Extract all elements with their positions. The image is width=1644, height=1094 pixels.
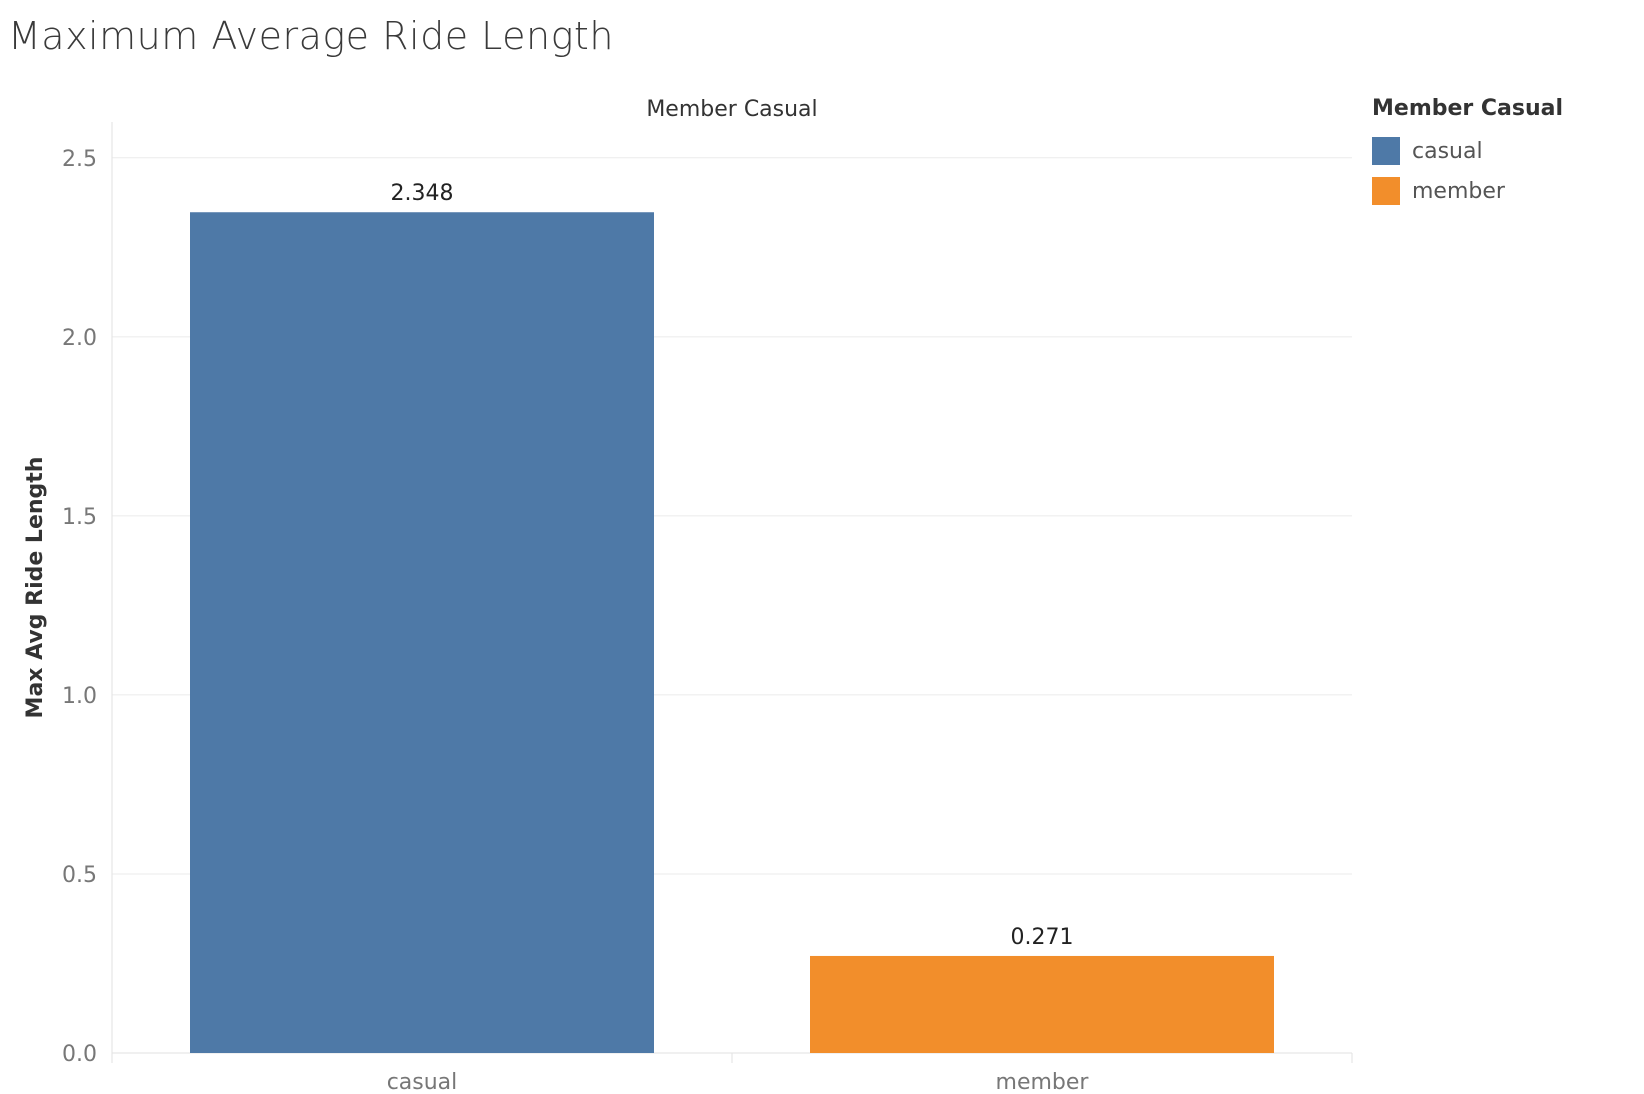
legend-label-member: member: [1412, 178, 1505, 204]
legend-item-member[interactable]: member: [1372, 171, 1563, 211]
y-tick-label: 0.0: [62, 1042, 97, 1067]
y-tick-label: 1.5: [62, 505, 97, 530]
data-label-casual: 2.348: [391, 181, 454, 206]
chart-header-label: Member Casual: [646, 97, 817, 122]
legend: Member Casual casual member: [1372, 96, 1563, 211]
legend-swatch-member: [1372, 177, 1400, 205]
x-tick-label-casual: casual: [387, 1070, 458, 1094]
y-tick-label: 0.5: [62, 863, 97, 888]
legend-title: Member Casual: [1372, 96, 1564, 121]
y-tick-label: 1.0: [62, 684, 97, 709]
legend-item-casual[interactable]: casual: [1372, 131, 1563, 171]
y-axis-title: Max Avg Ride Length: [23, 457, 48, 719]
bars: [190, 212, 1274, 1054]
x-tick-label-member: member: [996, 1070, 1090, 1094]
data-label-member: 0.271: [1011, 925, 1074, 950]
bar-member: [810, 955, 1274, 1053]
legend-swatch-casual: [1372, 137, 1400, 165]
bar-casual: [190, 212, 654, 1054]
legend-label-casual: casual: [1412, 138, 1483, 164]
page-title: Maximum Average Ride Length: [8, 14, 614, 58]
labels: 2.348 casual 0.271 member: [387, 181, 1090, 1094]
y-tick-label: 2.0: [62, 326, 97, 351]
y-tick-label: 2.5: [62, 147, 97, 172]
